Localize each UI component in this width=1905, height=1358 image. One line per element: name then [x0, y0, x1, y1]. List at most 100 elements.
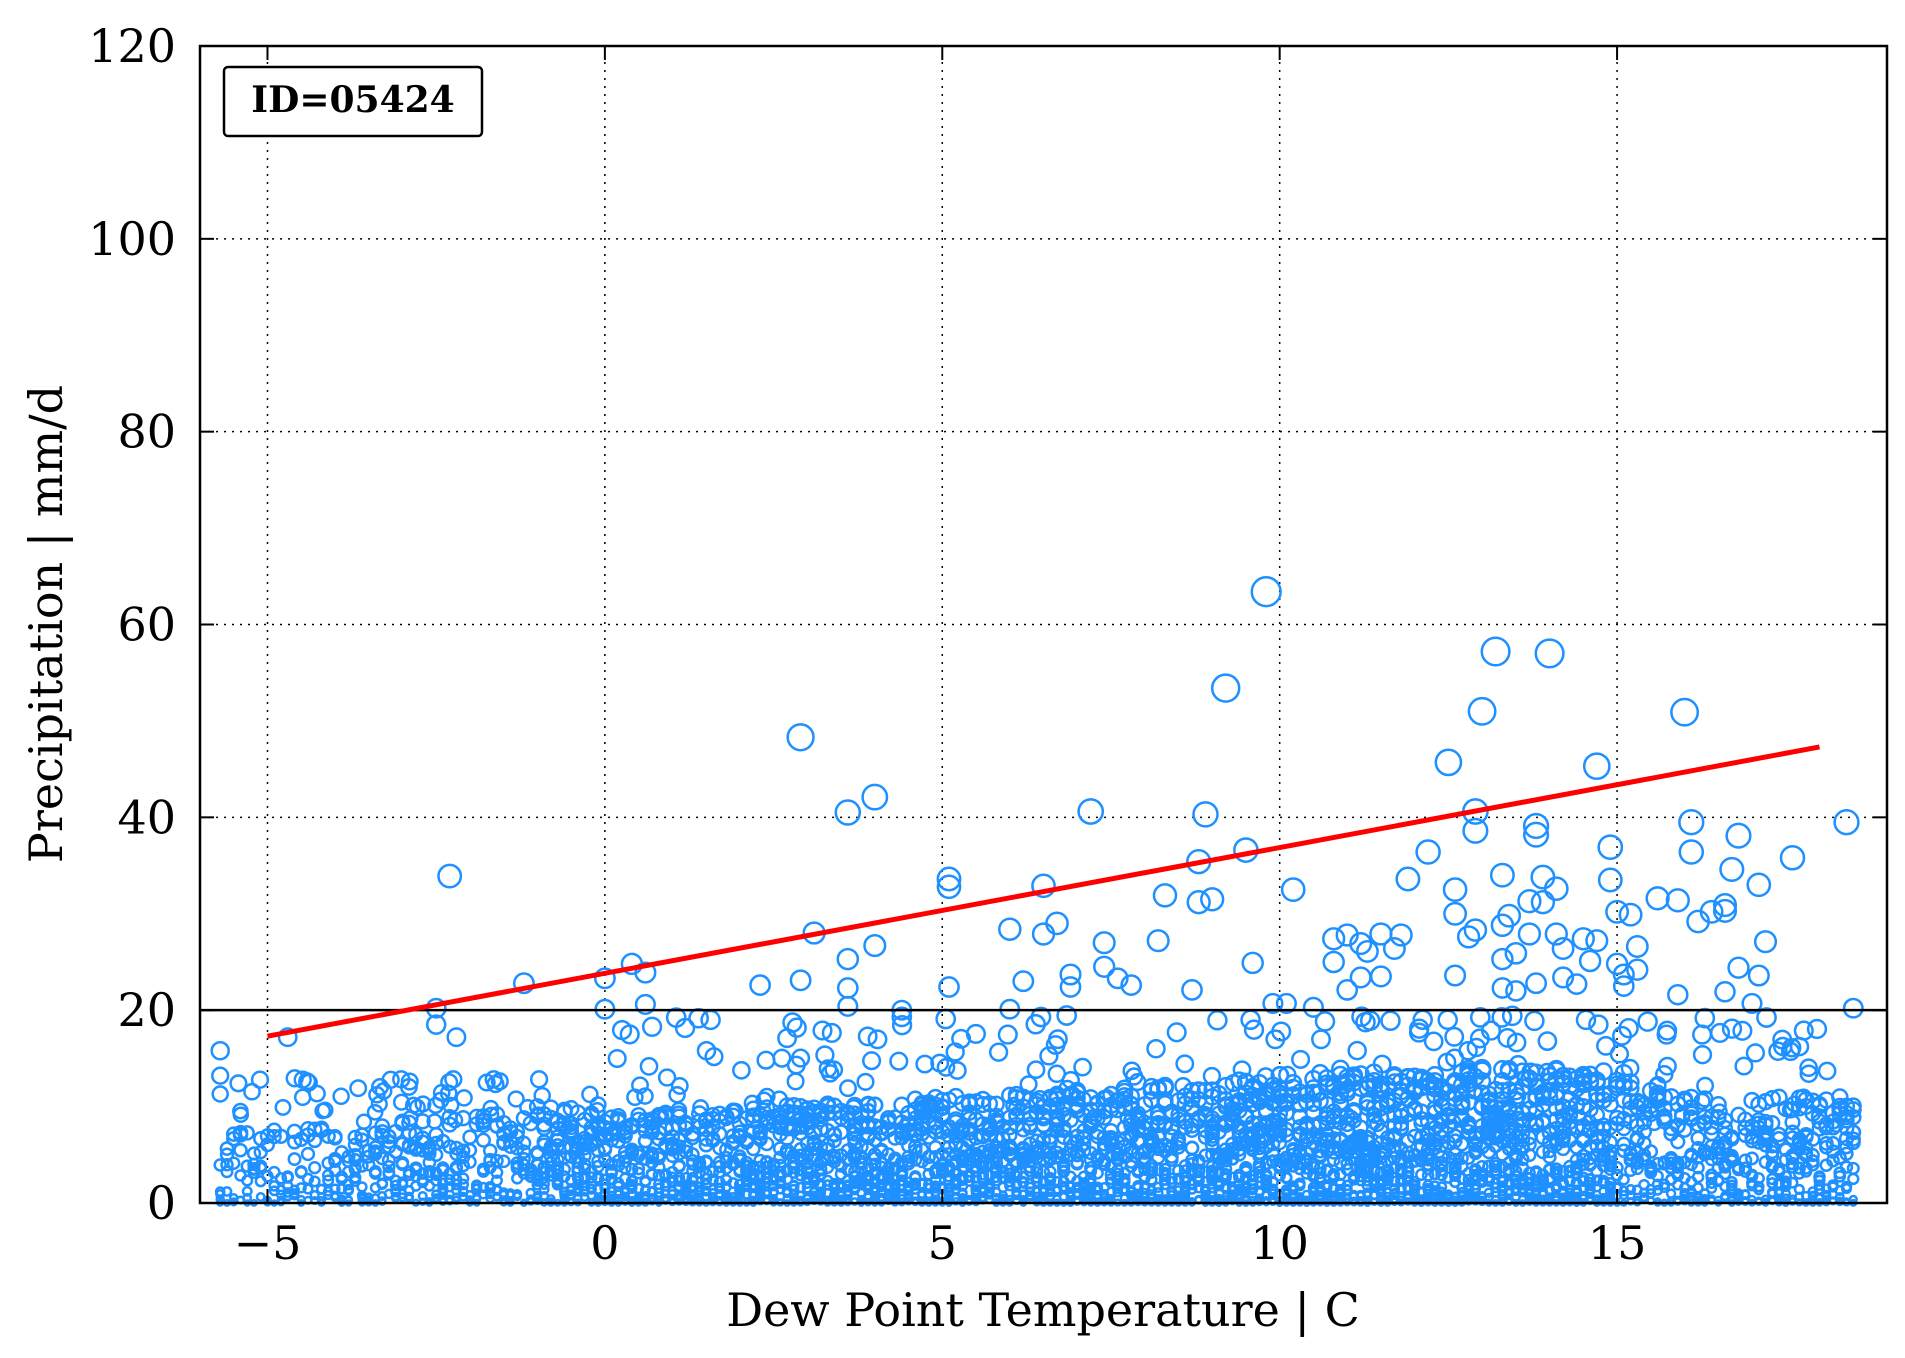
data-point [589, 1096, 607, 1114]
data-point [1381, 1174, 1394, 1187]
data-point [619, 1024, 640, 1045]
data-point [1275, 1092, 1294, 1111]
data-point [862, 1051, 882, 1071]
data-point [1503, 1176, 1516, 1189]
data-point [1003, 1167, 1017, 1181]
data-point [289, 1184, 300, 1196]
data-point [836, 947, 860, 971]
data-point [1224, 1073, 1243, 1093]
data-point [1839, 1160, 1854, 1174]
data-point [604, 1157, 619, 1171]
data-point [1839, 1146, 1854, 1161]
data-point [1172, 1172, 1185, 1185]
data-point [907, 1139, 923, 1155]
data-point [1499, 1059, 1519, 1079]
data-point [457, 1178, 470, 1191]
data-point [1632, 1094, 1650, 1112]
data-point [1517, 922, 1542, 946]
data-point [652, 1160, 666, 1174]
data-point [1711, 1103, 1728, 1121]
data-point [247, 1162, 261, 1176]
data-point [1523, 821, 1550, 848]
data-point [1799, 1164, 1813, 1178]
data-point [1772, 1029, 1793, 1050]
data-point [1779, 845, 1806, 871]
data-point [787, 1156, 801, 1170]
data-point [1210, 673, 1241, 703]
data-point [1098, 1089, 1116, 1107]
data-point [1146, 1038, 1166, 1059]
data-point [1314, 1173, 1327, 1186]
data-point [1595, 1120, 1612, 1137]
data-point [990, 1174, 1003, 1187]
data-point [837, 995, 859, 1017]
data-point [550, 1152, 565, 1167]
data-point [254, 1161, 268, 1175]
data-point [1530, 864, 1556, 890]
data-point [588, 1102, 606, 1119]
data-point [786, 1017, 807, 1038]
data-point [1326, 1152, 1341, 1167]
data-point [1596, 1159, 1611, 1173]
data-point [1092, 931, 1116, 955]
data-point [1445, 1048, 1465, 1068]
data-point [591, 1172, 605, 1186]
data-point [1434, 748, 1463, 777]
data-point [1825, 1136, 1841, 1151]
data-point [371, 1078, 389, 1096]
data-point [308, 1084, 326, 1103]
data-point [490, 1165, 504, 1179]
data-point [543, 1149, 558, 1164]
data-point [477, 1073, 496, 1092]
data-point [1597, 834, 1624, 861]
data-point [1724, 1131, 1740, 1147]
data-point [519, 1099, 537, 1116]
data-point [213, 1158, 227, 1172]
data-point [1529, 1166, 1543, 1180]
data-point [728, 1197, 738, 1206]
data-point [928, 1149, 943, 1165]
data-point [1623, 1153, 1638, 1168]
data-point [1597, 867, 1623, 893]
data-point [475, 1132, 491, 1148]
data-point [1504, 941, 1528, 965]
data-point [1124, 1145, 1139, 1160]
data-point [1636, 1123, 1652, 1140]
data-point [277, 1027, 298, 1048]
data-point [1612, 975, 1635, 997]
data-point [867, 1029, 888, 1050]
data-point [328, 1154, 342, 1168]
x-tick-labels: −5 0 5 10 15 [234, 1216, 1647, 1270]
data-point [1506, 1032, 1527, 1053]
data-point [957, 1188, 968, 1200]
data-point [343, 1185, 354, 1197]
data-point [1827, 1179, 1839, 1191]
y-tick-labels: 0 20 40 60 80 100 120 [88, 19, 176, 1230]
data-point [1219, 1162, 1233, 1176]
data-point [759, 1155, 774, 1170]
data-point [417, 1190, 428, 1202]
data-point [377, 1197, 387, 1206]
data-point [1747, 964, 1770, 987]
data-point [1447, 1146, 1463, 1162]
data-point [841, 1163, 855, 1177]
data-point [1476, 1173, 1489, 1186]
data-point [1838, 1105, 1855, 1122]
data-point [888, 1153, 902, 1168]
data-point [1200, 887, 1225, 912]
data-point [836, 977, 859, 999]
data-point [863, 934, 887, 958]
data-point [1497, 1027, 1518, 1048]
data-point [935, 1162, 949, 1176]
data-point [1617, 1173, 1630, 1186]
data-point [1268, 1114, 1285, 1131]
data-point [449, 1140, 464, 1156]
data-point [699, 1172, 713, 1186]
data-point [786, 1072, 805, 1091]
data-point [439, 1084, 458, 1103]
data-point [948, 1061, 967, 1080]
data-point [1132, 1181, 1144, 1194]
data-point [1442, 877, 1468, 902]
data-point [1522, 1166, 1536, 1180]
data-point [529, 1070, 549, 1089]
